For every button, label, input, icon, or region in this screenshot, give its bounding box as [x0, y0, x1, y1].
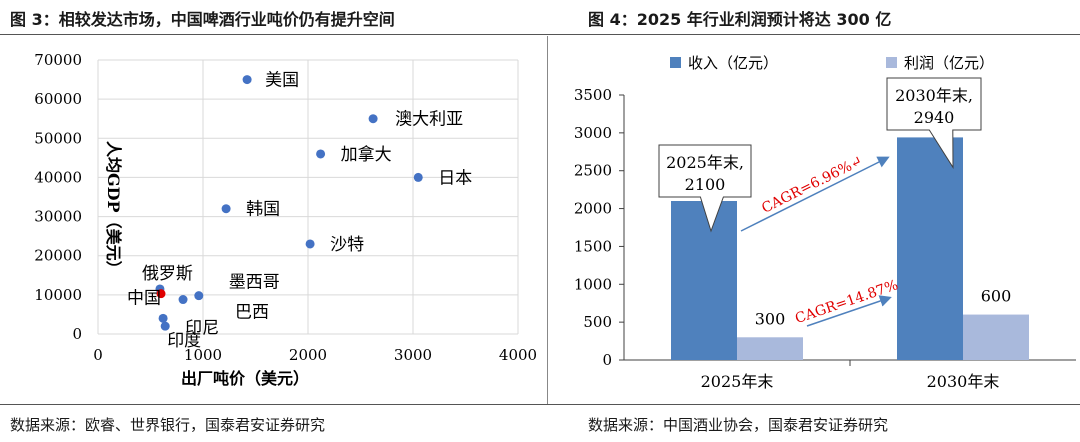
cagr-label: CAGR=6.96%↵ [759, 153, 865, 217]
scatter-point [156, 289, 166, 299]
scatter-y-tick: 10000 [34, 286, 82, 304]
scatter-point-label: 美国 [265, 71, 299, 91]
callout-text: 2030年末, 2940 [895, 86, 973, 127]
left-figure-title: 图 3：相较发达市场，中国啤酒行业吨价仍有提升空间 [10, 10, 395, 29]
bottom-rule [0, 404, 1080, 405]
scatter-chart: 0 10000 20000 30000 40000 50000 60000 70000 0 10… [34, 51, 537, 388]
right-figure-title: 图 4：2025 年行业利润预计将达 300 亿 [588, 10, 892, 29]
cagr-annotations: CAGR=6.96%↵ CAGR=14.87% [740, 153, 900, 327]
bar-marks [671, 137, 1029, 360]
scatter-point [221, 204, 231, 214]
scatter-y-axis-label: 人均GDP（美元） [104, 141, 123, 277]
scatter-point [316, 149, 326, 159]
bar [671, 201, 737, 360]
scatter-point [413, 172, 423, 182]
scatter-point-label: 中国 [127, 289, 161, 309]
scatter-y-tick-labels: 0 10000 20000 30000 40000 50000 60000 70000 [34, 51, 82, 343]
bar-y-tick: 3000 [574, 124, 612, 142]
bar-y-tick: 1000 [574, 275, 612, 293]
scatter-point-label: 墨西哥 [229, 273, 280, 293]
bar-y-tick: 1500 [574, 237, 612, 255]
bar-legend: 收入（亿元） 利润（亿元） [670, 54, 994, 72]
scatter-point-label: 加拿大 [341, 144, 392, 165]
top-rule [0, 34, 1080, 35]
scatter-point [368, 114, 378, 124]
bar-data-label: 600 [981, 287, 1012, 306]
scatter-point-label: 巴西 [235, 303, 269, 323]
scatter-y-tick: 60000 [34, 90, 82, 108]
panel-divider [547, 36, 548, 404]
bar [897, 137, 963, 360]
scatter-points [155, 75, 423, 331]
cagr-arrow [806, 295, 892, 327]
scatter-x-tick: 2000 [289, 346, 327, 364]
callout-box [658, 144, 752, 233]
bar-y-tick: 0 [602, 351, 612, 369]
cagr-label: CAGR=14.87% [793, 277, 900, 327]
bar-y-tick: 500 [583, 313, 612, 331]
scatter-point-label: 俄罗斯 [142, 264, 193, 284]
callout-text: 2025年末, 2100 [666, 153, 744, 194]
scatter-x-tick: 4000 [499, 346, 537, 364]
scatter-x-tick: 0 [93, 346, 103, 364]
scatter-y-tick: 50000 [34, 129, 82, 147]
bar-y-tick: 2500 [574, 162, 612, 180]
left-source-note: 数据来源：欧睿、世界银行，国泰君安证券研究 [10, 416, 326, 434]
scatter-point [158, 313, 168, 323]
bar-callout: 2025年末, 2100 [658, 144, 752, 233]
scatter-point [242, 75, 252, 85]
scatter-point-label: 韩国 [246, 200, 280, 220]
scatter-point-label: 澳大利亚 [395, 110, 463, 130]
scatter-y-tick: 40000 [34, 168, 82, 186]
cagr-arrow [740, 156, 890, 232]
scatter-y-tick: 30000 [34, 208, 82, 226]
bar-data-label: 300 [755, 309, 786, 328]
scatter-point [178, 295, 188, 305]
bar [963, 314, 1029, 360]
bar-category-label: 2025年末 [701, 372, 774, 391]
bar-y-tick: 3500 [574, 86, 612, 104]
bar-y-tick: 2000 [574, 200, 612, 218]
scatter-y-tick: 0 [72, 325, 82, 343]
scatter-x-tick: 1000 [184, 346, 222, 364]
legend-swatch [886, 57, 897, 68]
bar-category-labels: 2025年末 2030年末 [701, 372, 1000, 391]
scatter-y-tick: 70000 [34, 51, 82, 69]
scatter-x-tick: 3000 [394, 346, 432, 364]
scatter-x-axis-label: 出厂吨价（美元） [181, 369, 309, 388]
scatter-point-label: 沙特 [330, 235, 364, 255]
legend-swatch [670, 57, 681, 68]
legend-label: 利润（亿元） [904, 54, 994, 72]
right-source-note: 数据来源：中国酒业协会，国泰君安证券研究 [588, 416, 889, 434]
callout-box [886, 77, 982, 170]
legend-label: 收入（亿元） [688, 54, 778, 72]
bar-y-tick-labels: 0 500 1000 1500 2000 2500 3000 3500 [574, 86, 612, 369]
scatter-point-label: 日本 [438, 168, 472, 188]
scatter-point [305, 239, 315, 249]
scatter-x-tick-labels: 0 1000 2000 3000 4000 [93, 346, 537, 364]
scatter-point-label: 印度 [167, 331, 201, 351]
bar-data-labels: 2025年末, 2100 2030年末, 2940 300 600 [658, 77, 1012, 328]
bar-chart: 收入（亿元） 利润（亿元） 0 500 1000 1500 2000 2500 3000 350… [574, 54, 1076, 391]
scatter-point-label: 印尼 [185, 318, 219, 338]
bar [737, 337, 803, 360]
scatter-gridlines [97, 59, 519, 335]
scatter-y-tick: 20000 [34, 247, 82, 265]
bar-category-label: 2030年末 [927, 372, 1000, 391]
scatter-point [194, 291, 204, 301]
bar-callout: 2030年末, 2940 [886, 77, 982, 170]
scatter-point [160, 321, 170, 331]
